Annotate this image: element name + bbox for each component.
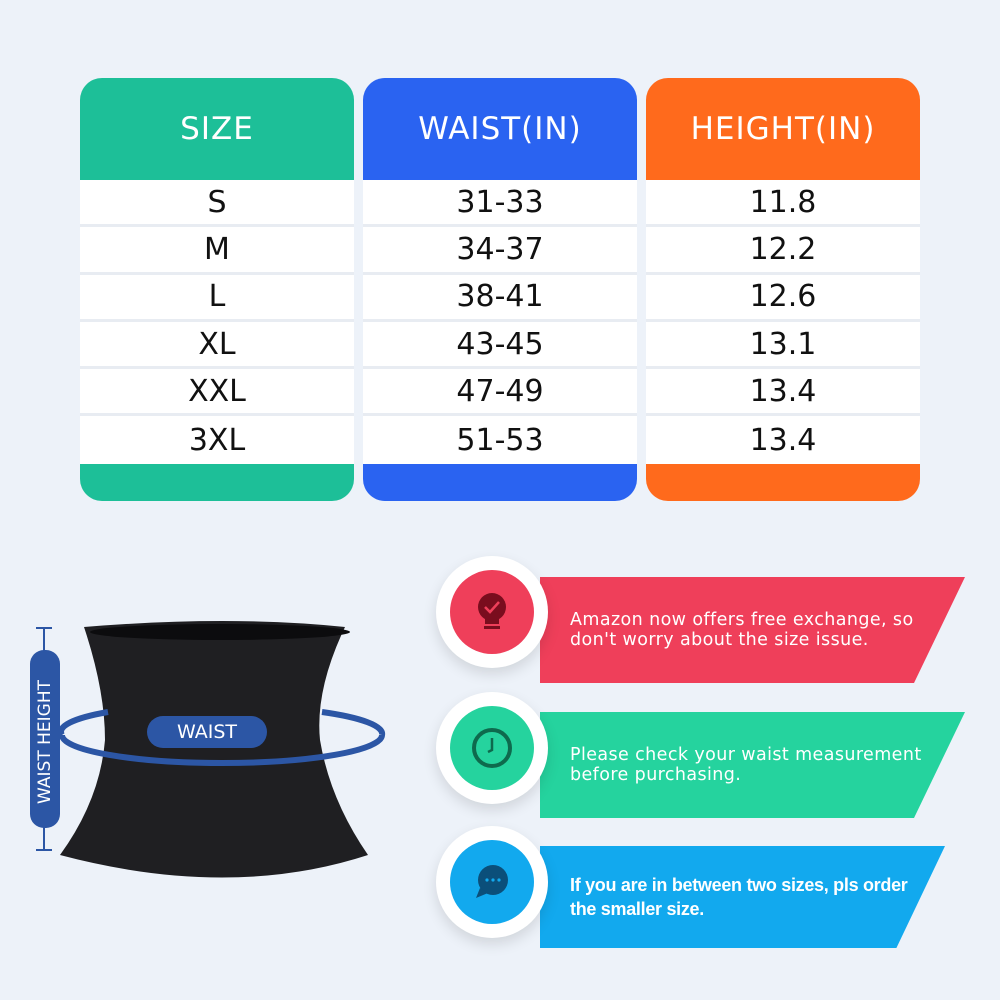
tip-banner-between-sizes: If you are in between two sizes, pls ord… [540,846,945,948]
tip-icon-circle [436,826,548,938]
tip-banner-measure: Please check your waist measurement befo… [540,712,965,818]
table-cell: 11.8 [646,180,920,228]
waist-height-label: WAIST HEIGHT [35,680,55,804]
table-cell: S [80,180,354,228]
waist-trainer-image [30,621,386,878]
column-header: WAIST(IN) [418,111,582,147]
table-cell: XL [80,322,354,370]
table-cell: M [80,227,354,275]
waist-column: WAIST(IN) 31-33 34-37 38-41 43-45 47-49 … [363,78,637,501]
table-cell: 38-41 [363,275,637,322]
waist-label: WAIST [176,721,237,743]
tip-text: Please check your waist measurement befo… [570,745,922,785]
size-column: SIZE S M L XL XXL 3XL [80,78,354,501]
tip-text: Amazon now offers free exchange, so don'… [570,610,914,650]
chat-bubble-icon [476,865,508,898]
tip-icon-circle [436,692,548,804]
clock-icon [472,728,512,768]
tip-banner-exchange: Amazon now offers free exchange, so don'… [540,577,965,683]
table-cell: 13.4 [646,369,920,417]
height-column: HEIGHT(IN) 11.8 12.2 12.6 13.1 13.4 13.4 [646,78,920,501]
column-header: SIZE [180,111,254,147]
lightbulb-check-icon [478,593,506,629]
tip-icon-circle [436,556,548,668]
table-cell: 3XL [188,422,246,458]
table-cell: 43-45 [363,322,637,370]
tip-text: If you are in between two sizes, pls ord… [570,875,908,919]
table-cell: L [80,275,354,322]
column-header: HEIGHT(IN) [690,111,876,147]
table-cell: 31-33 [363,180,637,228]
table-cell: 13.1 [646,322,920,370]
table-cell: 34-37 [363,227,637,275]
table-cell: 47-49 [363,369,637,417]
table-cell: XXL [80,369,354,417]
table-cell: 51-53 [456,422,544,458]
table-cell: 12.6 [646,275,920,322]
table-cell: 12.2 [646,227,920,275]
table-cell: 13.4 [749,422,817,458]
